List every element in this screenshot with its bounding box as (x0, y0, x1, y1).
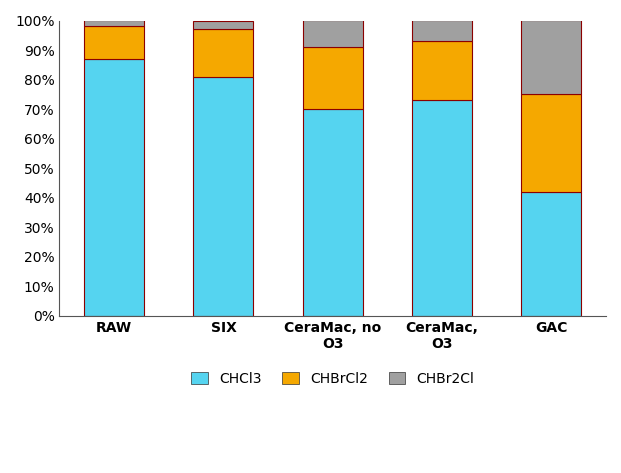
Bar (412, 41, 472, 100)
Legend: CHCl3, CHBrCl2, CHBr2Cl: CHCl3, CHBrCl2, CHBr2Cl (186, 366, 480, 391)
Bar (193, 29, 253, 77)
Bar (84, 59, 144, 315)
Bar (302, 109, 363, 315)
Bar (521, 192, 581, 315)
Bar (412, 100, 472, 315)
Bar (412, 20, 472, 41)
Bar (84, 20, 144, 26)
Bar (521, 20, 581, 94)
Bar (84, 26, 144, 59)
Bar (193, 20, 253, 29)
Bar (302, 20, 363, 47)
Bar (302, 47, 363, 109)
Bar (521, 94, 581, 192)
Bar (193, 77, 253, 315)
